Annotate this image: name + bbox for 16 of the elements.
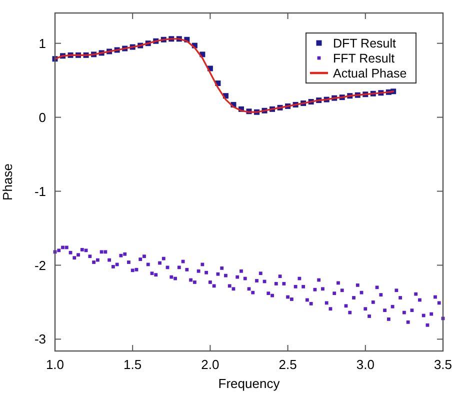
x-tick-label: 2.5 (278, 357, 297, 372)
y-tick-label: 1 (38, 36, 46, 51)
y-axis-title: Phase (0, 164, 15, 200)
x-tick-label: 3.0 (356, 357, 374, 372)
legend-label: DFT Result (333, 36, 397, 50)
y-tick-label: 0 (38, 110, 46, 125)
legend-label: FFT Result (333, 51, 396, 66)
x-tick-label: 1.0 (46, 357, 64, 372)
y-tick-label: -3 (34, 332, 46, 347)
y-tick-label: -1 (34, 184, 46, 199)
x-tick-label: 1.5 (124, 357, 142, 372)
x-tick-label: 3.5 (434, 357, 452, 372)
y-tick-label: -2 (34, 258, 46, 273)
x-axis-title: Frequency (218, 376, 280, 391)
x-tick-label: 2.0 (201, 357, 220, 372)
legend-label: Actual Phase (333, 66, 407, 80)
